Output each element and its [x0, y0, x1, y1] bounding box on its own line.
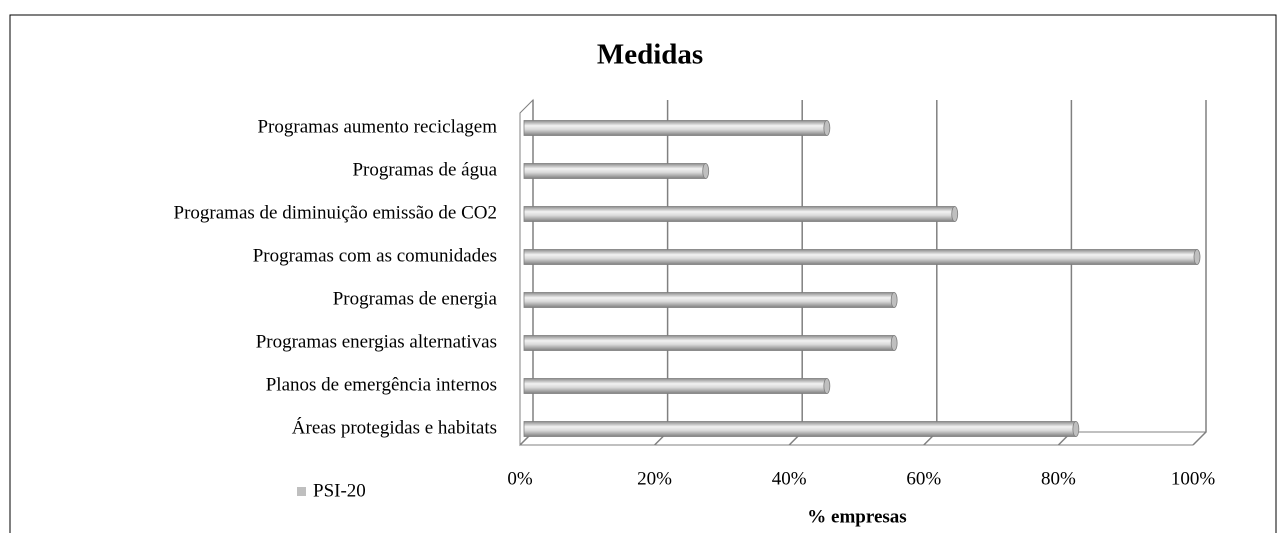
x-axis-title: % empresas — [807, 506, 906, 527]
bar — [523, 292, 898, 308]
bar-cap — [823, 120, 831, 136]
y-tick-label: Programas aumento reciclagem — [257, 116, 497, 137]
legend-label: PSI-20 — [313, 480, 366, 501]
bar-body — [523, 249, 1198, 265]
bar-body — [523, 120, 828, 136]
bar-cap — [890, 335, 898, 351]
bar — [523, 163, 710, 179]
bar — [523, 378, 831, 394]
grid-line — [1192, 100, 1207, 446]
x-tick-label: 80% — [1041, 468, 1076, 489]
bar-body — [523, 163, 707, 179]
y-tick-label: Áreas protegidas e habitats — [292, 416, 497, 438]
y-tick-label: Planos de emergência internos — [266, 374, 497, 395]
bar-body — [523, 335, 895, 351]
bar-cap — [823, 378, 831, 394]
bar-body — [523, 378, 828, 394]
bar — [523, 421, 1080, 437]
grid-line — [923, 100, 938, 446]
x-tick-label: 60% — [906, 468, 941, 489]
y-tick-label: Programas de água — [352, 159, 497, 180]
bar-cap — [951, 206, 959, 222]
y-tick-label: Programas de diminuição emissão de CO2 — [174, 202, 497, 223]
bar-body — [523, 292, 895, 308]
bar — [523, 335, 898, 351]
y-tick-label: Programas de energia — [333, 288, 498, 309]
x-tick-label: 20% — [637, 468, 672, 489]
bar-cap — [702, 163, 710, 179]
bar-cap — [1072, 421, 1080, 437]
legend-swatch — [297, 487, 306, 496]
bar — [523, 206, 959, 222]
bar — [523, 249, 1201, 265]
grid-line — [1057, 100, 1073, 446]
bar — [523, 120, 831, 136]
bar-body — [523, 421, 1077, 437]
bar-cap — [890, 292, 898, 308]
bar-cap — [1193, 249, 1201, 265]
chart-frame — [9, 14, 1277, 533]
y-tick-label: Programas com as comunidades — [253, 245, 497, 266]
y-tick-label: Programas energias alternativas — [256, 331, 497, 352]
x-tick-label: 0% — [507, 468, 533, 489]
x-tick-label: 40% — [772, 468, 807, 489]
bar-body — [523, 206, 956, 222]
x-tick-label: 100% — [1171, 468, 1216, 489]
chart-title: Medidas — [597, 39, 703, 71]
